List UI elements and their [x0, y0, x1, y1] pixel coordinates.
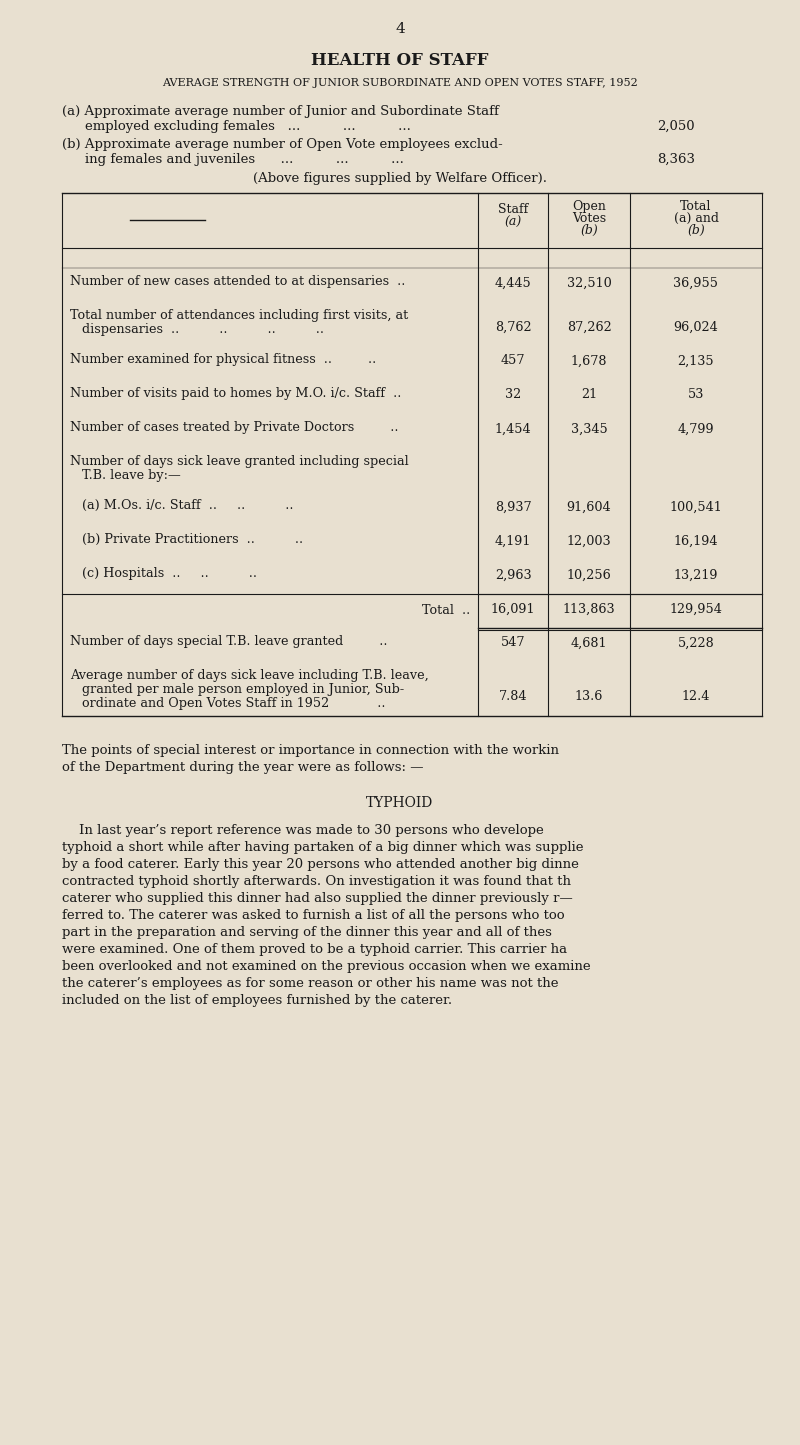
Text: Open: Open [572, 199, 606, 212]
Text: Number of visits paid to homes by M.O. i/c. Staff  ..: Number of visits paid to homes by M.O. i… [70, 387, 402, 400]
Text: 547: 547 [501, 636, 526, 649]
Text: 96,024: 96,024 [674, 321, 718, 334]
Text: Number of days sick leave granted including special: Number of days sick leave granted includ… [70, 455, 409, 468]
Text: (b) Private Practitioners  ..          ..: (b) Private Practitioners .. .. [70, 533, 303, 546]
Text: ordinate and Open Votes Staff in 1952            ..: ordinate and Open Votes Staff in 1952 .. [70, 696, 386, 709]
Text: 87,262: 87,262 [566, 321, 611, 334]
Text: 12,003: 12,003 [566, 535, 611, 548]
Text: In last year’s report reference was made to 30 persons who develope: In last year’s report reference was made… [62, 824, 544, 837]
Text: part in the preparation and serving of the dinner this year and all of thes: part in the preparation and serving of t… [62, 926, 552, 939]
Text: (a): (a) [504, 215, 522, 228]
Text: 7.84: 7.84 [498, 691, 527, 704]
Text: 1,678: 1,678 [570, 354, 607, 367]
Text: 8,762: 8,762 [494, 321, 531, 334]
Text: 4,681: 4,681 [570, 636, 607, 649]
Text: 32,510: 32,510 [566, 276, 611, 289]
Text: granted per male person employed in Junior, Sub-: granted per male person employed in Juni… [70, 683, 404, 696]
Text: 5,228: 5,228 [678, 636, 714, 649]
Text: (b) Approximate average number of Open Vote employees exclud-: (b) Approximate average number of Open V… [62, 139, 502, 150]
Text: 2,963: 2,963 [494, 568, 531, 581]
Text: 2,050: 2,050 [658, 120, 695, 133]
Text: 53: 53 [688, 389, 704, 402]
Text: Number of cases treated by Private Doctors         ..: Number of cases treated by Private Docto… [70, 420, 398, 433]
Text: by a food caterer. Early this year 20 persons who attended another big dinne: by a food caterer. Early this year 20 pe… [62, 858, 579, 871]
Text: 4,191: 4,191 [495, 535, 531, 548]
Text: (Above figures supplied by Welfare Officer).: (Above figures supplied by Welfare Offic… [253, 172, 547, 185]
Text: (b): (b) [580, 224, 598, 237]
Text: of the Department during the year were as follows: —: of the Department during the year were a… [62, 762, 423, 775]
Text: 12.4: 12.4 [682, 691, 710, 704]
Text: 8,363: 8,363 [657, 153, 695, 166]
Text: Total number of attendances including first visits, at: Total number of attendances including fi… [70, 309, 408, 322]
Text: ing females and juveniles      ...          ...          ...: ing females and juveniles ... ... ... [85, 153, 404, 166]
Text: 13.6: 13.6 [575, 691, 603, 704]
Text: 2,135: 2,135 [678, 354, 714, 367]
Text: Number of days special T.B. leave granted         ..: Number of days special T.B. leave grante… [70, 634, 387, 647]
Text: 4: 4 [395, 22, 405, 36]
Text: Number of new cases attended to at dispensaries  ..: Number of new cases attended to at dispe… [70, 275, 406, 288]
Text: TYPHOID: TYPHOID [366, 796, 434, 811]
Text: 16,194: 16,194 [674, 535, 718, 548]
Text: employed excluding females   ...          ...          ...: employed excluding females ... ... ... [85, 120, 411, 133]
Text: 13,219: 13,219 [674, 568, 718, 581]
Text: (a) M.Os. i/c. Staff  ..     ..          ..: (a) M.Os. i/c. Staff .. .. .. [70, 499, 294, 512]
Text: 457: 457 [501, 354, 526, 367]
Text: 16,091: 16,091 [490, 603, 535, 616]
Text: Total: Total [680, 199, 712, 212]
Text: 10,256: 10,256 [566, 568, 611, 581]
Text: 100,541: 100,541 [670, 500, 722, 513]
Text: Total  ..: Total .. [422, 604, 470, 617]
Text: (c) Hospitals  ..     ..          ..: (c) Hospitals .. .. .. [70, 566, 257, 579]
Text: (b): (b) [687, 224, 705, 237]
Text: 32: 32 [505, 389, 521, 402]
Text: 4,445: 4,445 [494, 276, 531, 289]
Text: 91,604: 91,604 [566, 500, 611, 513]
Text: 4,799: 4,799 [678, 422, 714, 435]
Text: Votes: Votes [572, 212, 606, 225]
Text: 36,955: 36,955 [674, 276, 718, 289]
Text: (a) and: (a) and [674, 212, 718, 225]
Text: included on the list of employees furnished by the caterer.: included on the list of employees furnis… [62, 994, 452, 1007]
Text: contracted typhoid shortly afterwards. On investigation it was found that th: contracted typhoid shortly afterwards. O… [62, 876, 571, 889]
Text: Number examined for physical fitness  ..         ..: Number examined for physical fitness .. … [70, 353, 376, 366]
Text: were examined. One of them proved to be a typhoid carrier. This carrier ha: were examined. One of them proved to be … [62, 944, 567, 957]
Text: 3,345: 3,345 [570, 422, 607, 435]
Text: 129,954: 129,954 [670, 603, 722, 616]
Text: Average number of days sick leave including T.B. leave,: Average number of days sick leave includ… [70, 669, 429, 682]
Text: been overlooked and not examined on the previous occasion when we examine: been overlooked and not examined on the … [62, 959, 590, 972]
Text: HEALTH OF STAFF: HEALTH OF STAFF [311, 52, 489, 69]
Text: 1,454: 1,454 [494, 422, 531, 435]
Text: T.B. leave by:—: T.B. leave by:— [70, 470, 181, 483]
Text: AVERAGE STRENGTH OF JUNIOR SUBORDINATE AND OPEN VOTES STAFF, 1952: AVERAGE STRENGTH OF JUNIOR SUBORDINATE A… [162, 78, 638, 88]
Text: The points of special interest or importance in connection with the workin: The points of special interest or import… [62, 744, 559, 757]
Text: (a) Approximate average number of Junior and Subordinate Staff: (a) Approximate average number of Junior… [62, 105, 499, 118]
Text: 113,863: 113,863 [562, 603, 615, 616]
Text: the caterer’s employees as for some reason or other his name was not the: the caterer’s employees as for some reas… [62, 977, 558, 990]
Text: dispensaries  ..          ..          ..          ..: dispensaries .. .. .. .. [70, 324, 324, 337]
Text: ferred to. The caterer was asked to furnish a list of all the persons who too: ferred to. The caterer was asked to furn… [62, 909, 565, 922]
Text: 21: 21 [581, 389, 597, 402]
Text: 8,937: 8,937 [494, 500, 531, 513]
Text: Staff: Staff [498, 202, 528, 215]
Text: caterer who supplied this dinner had also supplied the dinner previously r—: caterer who supplied this dinner had als… [62, 892, 573, 905]
Text: typhoid a short while after having partaken of a big dinner which was supplie: typhoid a short while after having parta… [62, 841, 583, 854]
